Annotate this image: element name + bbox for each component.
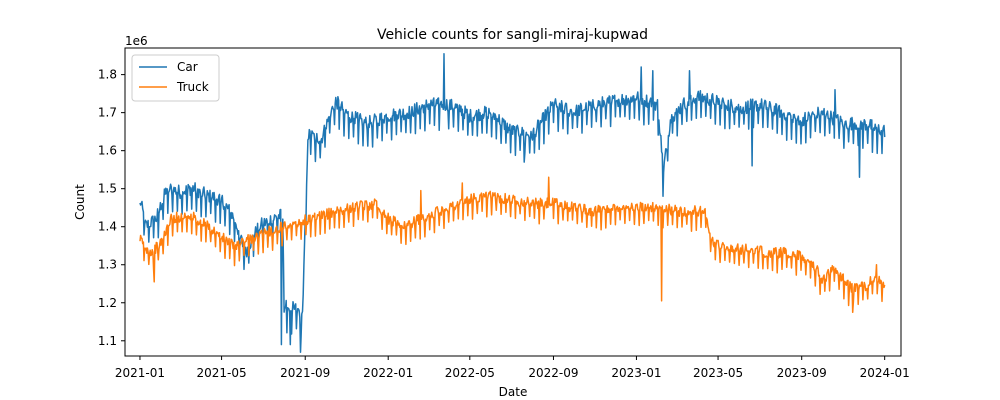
x-tick-label: 2021-05 [197,366,247,380]
legend-box [131,54,220,102]
x-tick-label: 2022-09 [528,366,578,380]
y-tick-label: 1.2 [98,296,117,310]
chart-title: Vehicle counts for sangli-miraj-kupwad [377,27,648,43]
y-tick-label: 1.8 [98,68,117,82]
x-tick-label: 2023-09 [777,366,827,380]
x-tick-label: 2024-01 [860,366,910,380]
x-tick-label: 2022-05 [445,366,495,380]
y-tick-label: 1.7 [98,106,117,120]
x-tick-label: 2022-01 [363,366,413,380]
series-layer [139,52,886,353]
y-tick-label: 1.5 [98,182,117,196]
x-axis: 2021-01 2021-05 2021-09 2022-01 2022-05 2022-… [115,356,910,380]
legend-label-car: Car [177,60,198,74]
legend: Car Truck [131,54,220,102]
x-tick-label: 2023-01 [611,366,661,380]
x-tick-label: 2021-01 [115,366,165,380]
y-tick-label: 1.1 [98,334,117,348]
series-line-truck [139,176,886,314]
plot-frame [124,47,902,357]
y-axis-label: Count [73,184,87,220]
x-axis-label: Date [499,385,528,399]
x-tick-label: 2023-05 [693,366,743,380]
y-tick-label: 1.4 [98,220,117,234]
y-axis: 1.1 1.2 1.3 1.4 1.5 1.6 1.7 1.8 [98,68,125,348]
y-tick-label: 1.3 [98,258,117,272]
series-line-car [139,52,886,353]
legend-label-truck: Truck [176,80,209,94]
x-tick-label: 2021-09 [280,366,330,380]
y-tick-label: 1.6 [98,144,117,158]
y-axis-offset-label: 1e6 [125,34,148,48]
